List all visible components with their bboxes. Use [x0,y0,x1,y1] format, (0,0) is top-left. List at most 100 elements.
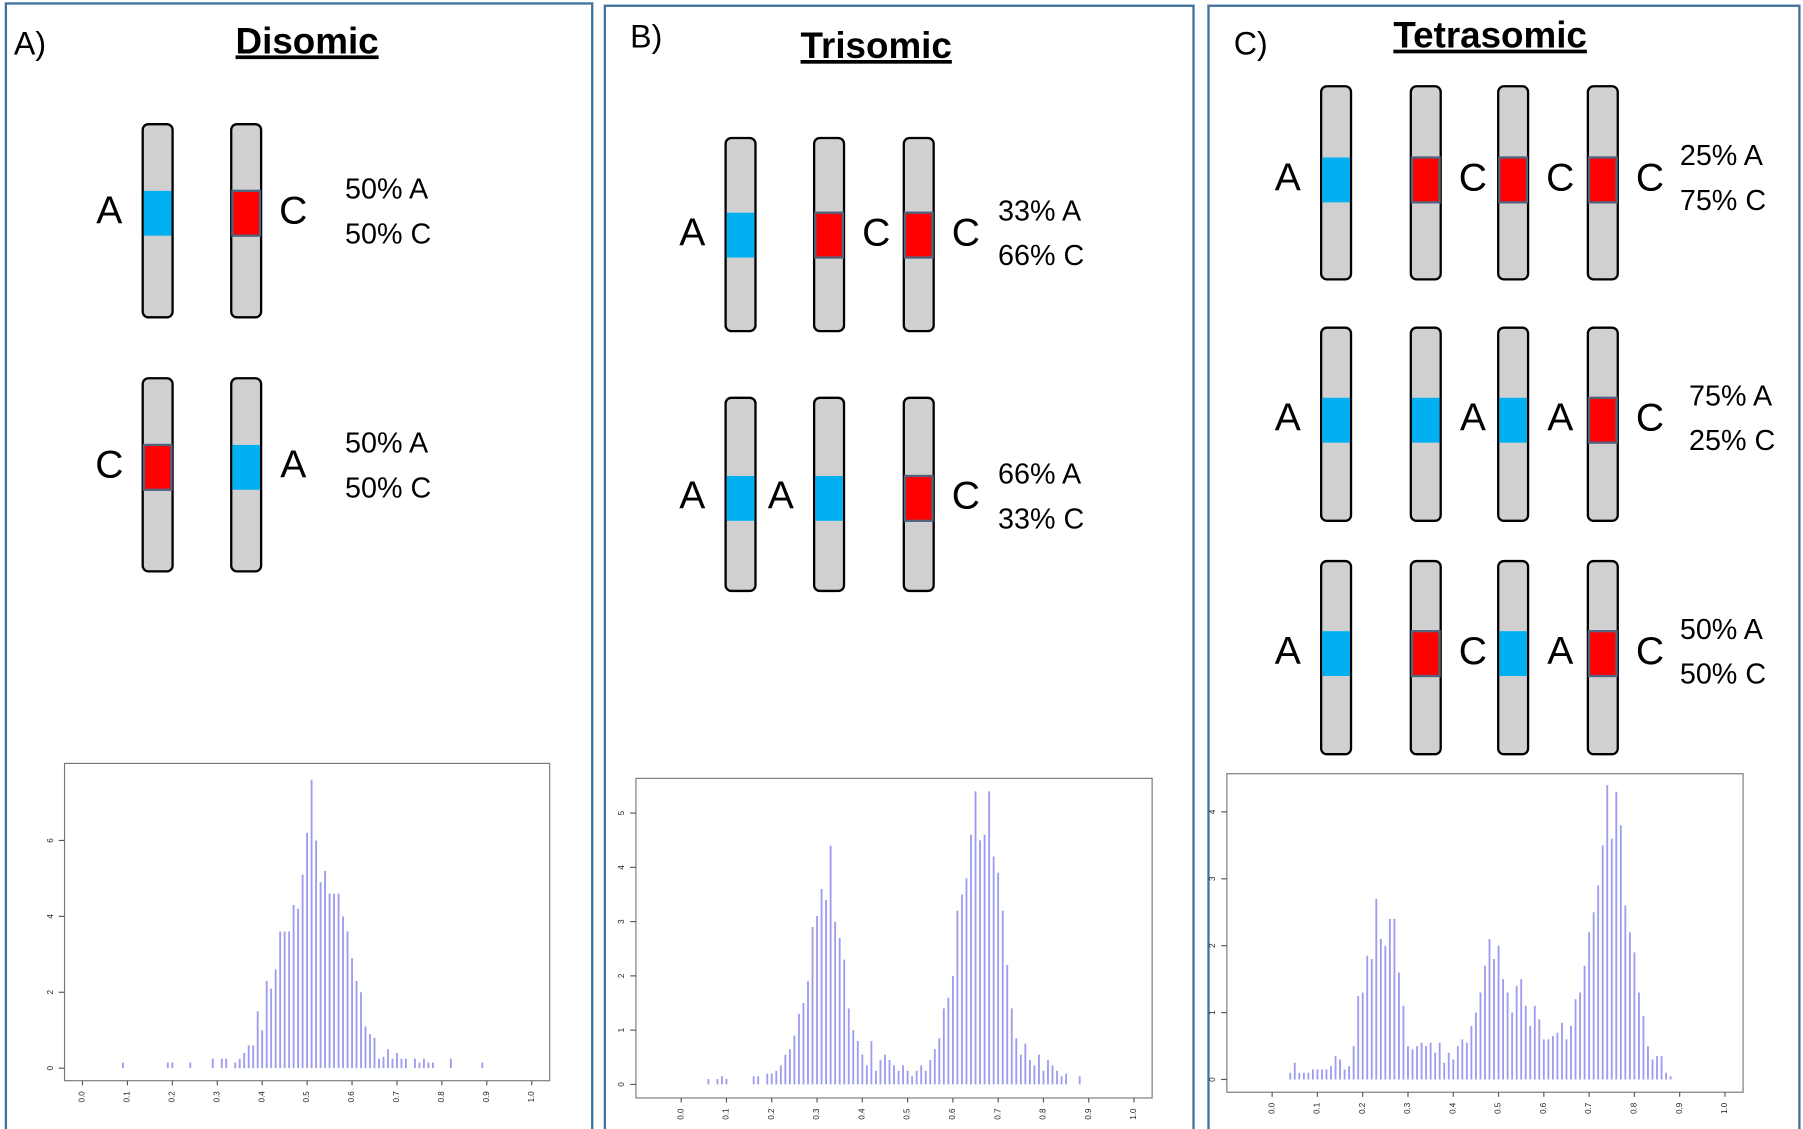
allele-label: A [1275,630,1301,673]
x-tick-label: 0.5 [903,1108,912,1120]
allele-band [815,213,843,258]
frequency: 50% A [345,428,429,460]
plot-box [636,778,1152,1098]
x-tick-label: 0.3 [812,1108,821,1120]
y-tick-label: 2 [617,973,626,978]
panel-title: Disomic [236,20,379,61]
allele-band [1499,158,1527,203]
x-tick-label: 0.2 [1358,1102,1367,1114]
panel-frame [6,3,592,1129]
allele-band [1589,158,1617,203]
x-tick-label: 0.5 [1494,1102,1503,1114]
y-tick-label: 4 [1208,809,1217,814]
panel-label: A) [14,25,46,61]
allele-band [1499,398,1527,443]
allele-label: C [1459,156,1487,199]
y-tick-label: 0 [46,1065,55,1070]
x-tick-label: 1.0 [1720,1102,1729,1114]
allele-band [232,191,260,236]
allele-band [1322,631,1350,676]
frequency: 75% C [1680,185,1766,217]
allele-band [1499,631,1527,676]
y-tick-label: 6 [46,838,55,843]
allele-band [1589,398,1617,443]
allele-band [1412,158,1440,203]
x-tick-label: 0.4 [1448,1102,1457,1114]
allele-band [1412,631,1440,676]
allele-band [1322,398,1350,443]
allele-label: A [1460,397,1486,440]
frequency: 50% C [345,472,431,504]
allele-label: A [1275,397,1301,440]
x-tick-label: 0.4 [257,1091,266,1103]
x-tick-label: 0.6 [948,1108,957,1120]
allele-band [1322,158,1350,203]
allele-band [232,445,260,490]
allele-label: C [1459,630,1487,673]
x-tick-label: 0.3 [212,1091,221,1103]
figure: A)DisomicAC50% A50% CCA50% A50% C02460.0… [0,0,1803,1129]
y-tick-label: 1 [1208,1010,1217,1015]
x-tick-label: 0.9 [482,1091,491,1103]
frequency: 33% A [998,195,1082,227]
x-tick-label: 0.6 [347,1091,356,1103]
x-tick-label: 0.5 [302,1091,311,1103]
frequency: 50% C [1680,659,1766,691]
panel-label: C) [1234,25,1268,61]
allele-band [144,191,172,236]
allele-label: A [96,190,122,233]
x-tick-label: 0.9 [1675,1102,1684,1114]
y-tick-label: 0 [1208,1077,1217,1082]
x-tick-label: 0.7 [1584,1102,1593,1114]
y-tick-label: 1 [617,1027,626,1032]
panel-title: Tetrasomic [1393,15,1587,56]
allele-label: C [95,444,123,487]
frequency: 66% C [998,240,1084,272]
allele-label: C [952,475,980,518]
x-tick-label: 0.8 [1630,1102,1639,1114]
x-tick-label: 0.1 [722,1108,731,1120]
allele-band [727,476,755,521]
x-tick-label: 0.0 [1267,1102,1276,1114]
x-tick-label: 0.2 [767,1108,776,1120]
x-tick-label: 0.0 [78,1091,87,1103]
x-tick-label: 0.8 [1039,1108,1048,1120]
allele-band [144,445,172,490]
x-tick-label: 0.7 [993,1108,1002,1120]
allele-band [1412,398,1440,443]
frequency: 25% C [1689,425,1775,457]
allele-band [905,213,933,258]
x-tick-label: 0.1 [123,1091,132,1103]
allele-label: A [1275,156,1301,199]
panel-label: B) [630,19,662,55]
x-tick-label: 1.0 [1129,1108,1138,1120]
allele-band [905,476,933,521]
allele-label: C [1636,156,1664,199]
allele-label: C [1636,630,1664,673]
x-tick-label: 0.4 [857,1108,866,1120]
allele-band [1589,631,1617,676]
frequency: 66% A [998,459,1082,491]
allele-label: A [679,475,705,518]
frequency: 50% C [345,218,431,250]
frequency: 75% A [1689,380,1773,412]
allele-band [727,213,755,258]
frequency: 25% A [1680,140,1764,172]
allele-label: C [1636,397,1664,440]
allele-label: A [679,211,705,254]
allele-label: A [1547,397,1573,440]
x-tick-label: 0.0 [676,1108,685,1120]
x-tick-label: 0.3 [1403,1102,1412,1114]
y-tick-label: 4 [617,865,626,870]
panel-title: Trisomic [801,25,952,66]
panel-frame [605,6,1194,1129]
x-tick-label: 0.9 [1084,1108,1093,1120]
y-tick-label: 2 [46,990,55,995]
x-tick-label: 1.0 [527,1091,536,1103]
y-tick-label: 2 [1208,943,1217,948]
allele-label: A [280,444,306,487]
frequency: 33% C [998,503,1084,535]
x-tick-label: 0.6 [1539,1102,1548,1114]
x-tick-label: 0.1 [1313,1102,1322,1114]
y-tick-label: 3 [617,919,626,924]
